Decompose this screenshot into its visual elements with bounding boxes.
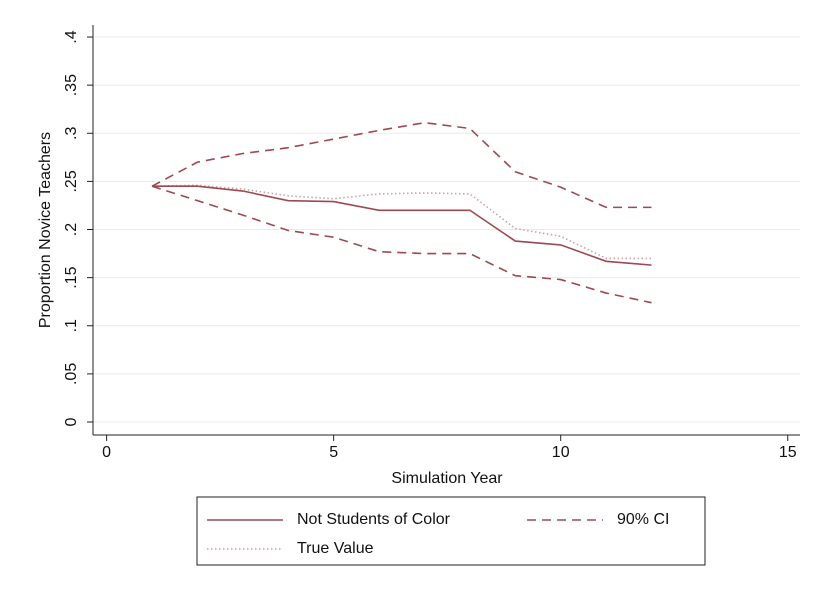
y-tick-label: .05: [63, 363, 80, 385]
ci-lower-line: [151, 185, 652, 304]
x-tick-label: 5: [329, 444, 338, 461]
series-line: [152, 185, 652, 266]
y-axis-title: Proportion Novice Teachers: [37, 132, 54, 328]
y-tick-label: .2: [63, 223, 80, 236]
y-tick-label: .4: [63, 30, 80, 43]
x-tick-label: 15: [779, 444, 797, 461]
y-tick-label: .35: [63, 74, 80, 96]
legend-label: Not Students of Color: [297, 511, 451, 528]
x-axis-title: Simulation Year: [391, 470, 503, 487]
x-tick-label: 0: [102, 444, 111, 461]
x-tick-label: 10: [552, 444, 570, 461]
y-tick-label: .25: [63, 170, 80, 192]
y-tick-label: .3: [63, 127, 80, 140]
y-tick-label: .15: [63, 266, 80, 288]
legend-label: True Value: [297, 540, 374, 557]
y-tick-label: 0: [63, 417, 80, 426]
ci-upper-line: [151, 121, 652, 209]
legend-box: [196, 496, 706, 566]
y-tick-label: .1: [63, 319, 80, 332]
legend-label: 90% CI: [617, 511, 669, 528]
